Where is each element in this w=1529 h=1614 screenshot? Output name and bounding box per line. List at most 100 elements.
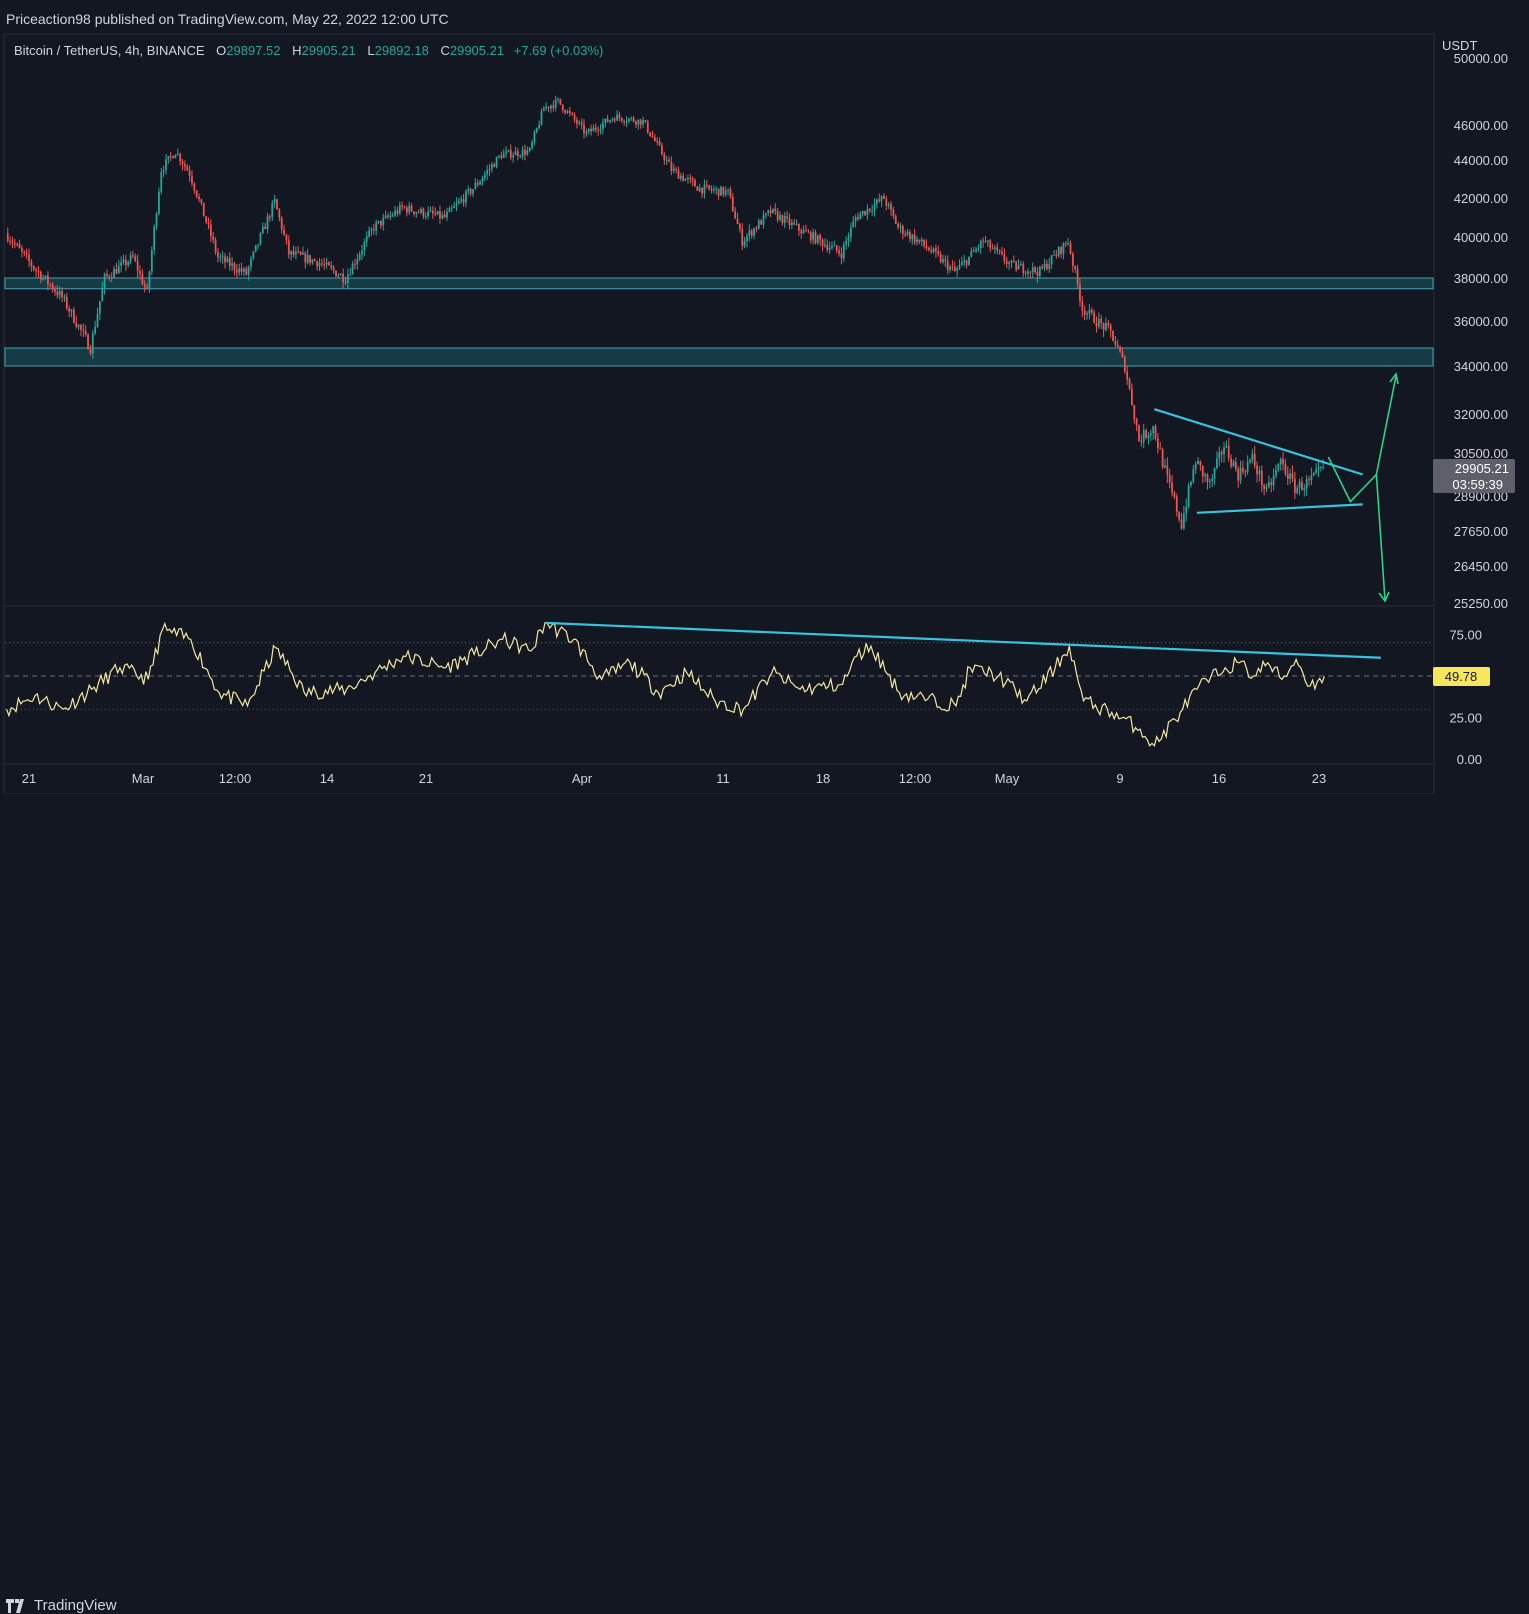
candle [313, 258, 316, 262]
candle [840, 247, 843, 265]
candle [1131, 383, 1133, 406]
candle [127, 260, 130, 268]
candle [481, 175, 484, 186]
candle [672, 163, 675, 174]
rsi-divergence-trendline[interactable] [544, 621, 1381, 659]
candle [1279, 457, 1282, 471]
candle [44, 275, 47, 280]
candle [573, 112, 576, 123]
candle [1312, 471, 1315, 477]
candle [649, 132, 652, 137]
candle [949, 264, 951, 273]
candle [1298, 478, 1301, 496]
candle [1305, 474, 1308, 496]
candle [1142, 423, 1145, 449]
candle [542, 105, 545, 112]
candle [557, 97, 559, 104]
triangle-upper-trendline[interactable] [1154, 408, 1364, 476]
candle [597, 126, 600, 136]
candle [878, 193, 881, 203]
support-resistance-zone[interactable] [4, 347, 1434, 367]
candle [1275, 464, 1277, 479]
candle [521, 145, 524, 160]
candle [871, 204, 874, 216]
candle [783, 212, 786, 229]
candle [1246, 455, 1249, 475]
candle [162, 165, 165, 178]
price-tick-label: 25250.00 [1454, 596, 1508, 611]
candle [1036, 267, 1039, 283]
candle [554, 95, 557, 112]
bearish-projection-arrow[interactable] [1375, 474, 1386, 601]
candle [474, 177, 477, 190]
candle [550, 104, 552, 113]
candle [375, 219, 378, 236]
price-tick-label: 46000.00 [1454, 118, 1508, 133]
candle [1267, 475, 1270, 489]
candle [457, 197, 460, 205]
candle [802, 225, 805, 234]
candle [519, 154, 522, 159]
candle [793, 218, 796, 226]
candle [623, 119, 626, 126]
candle [231, 256, 234, 272]
candle [630, 116, 633, 121]
candle [637, 119, 640, 130]
candle [320, 258, 323, 267]
candle [1074, 265, 1077, 274]
candle [1057, 246, 1060, 258]
countdown-timer: 03:59:39 [1452, 477, 1503, 492]
candle [1149, 429, 1152, 442]
candle [18, 239, 21, 249]
price-tick-label: 27650.00 [1454, 524, 1508, 539]
candle [887, 201, 890, 209]
candle [512, 152, 515, 163]
low-label: L [367, 43, 375, 58]
candle [1119, 345, 1122, 353]
candle [989, 239, 992, 253]
candle [576, 116, 578, 129]
candle [368, 226, 370, 239]
candle [727, 188, 729, 196]
candle [653, 133, 656, 142]
candle [1123, 355, 1126, 374]
tradingview-logo-icon [6, 1598, 24, 1613]
tradingview-brand[interactable]: TradingView [6, 1597, 117, 1614]
candle [767, 209, 770, 217]
candle [823, 238, 826, 248]
projection-path[interactable] [1327, 456, 1377, 503]
candle [80, 323, 82, 337]
candle [713, 185, 715, 194]
candle [1227, 437, 1230, 462]
candle [866, 204, 869, 221]
price-tick-label: 26450.00 [1454, 559, 1508, 574]
candle [975, 246, 977, 254]
price-chart[interactable]: USDT 50000.00 46000.00 44000.00 42000.00 400… [0, 0, 1529, 794]
candle [1293, 471, 1296, 500]
bullish-projection-arrow[interactable] [1375, 375, 1397, 475]
candle [198, 193, 200, 203]
candle [61, 287, 63, 302]
candle [675, 166, 678, 174]
candle [559, 98, 562, 106]
candle [429, 206, 432, 212]
candle [172, 155, 174, 159]
candle [918, 239, 921, 245]
triangle-lower-trendline[interactable] [1196, 503, 1363, 514]
candle [294, 246, 297, 260]
candle [332, 264, 335, 274]
candle [476, 179, 479, 188]
candle [84, 325, 87, 337]
candle [642, 116, 644, 128]
candle [264, 222, 267, 230]
candle [106, 269, 108, 278]
candle [221, 250, 224, 264]
candle [535, 127, 538, 134]
candle [694, 178, 696, 187]
candle [413, 211, 415, 217]
candle [94, 320, 97, 335]
candle [1138, 424, 1140, 442]
candle [717, 188, 720, 200]
candle [37, 266, 40, 278]
support-resistance-zone[interactable] [4, 277, 1434, 290]
